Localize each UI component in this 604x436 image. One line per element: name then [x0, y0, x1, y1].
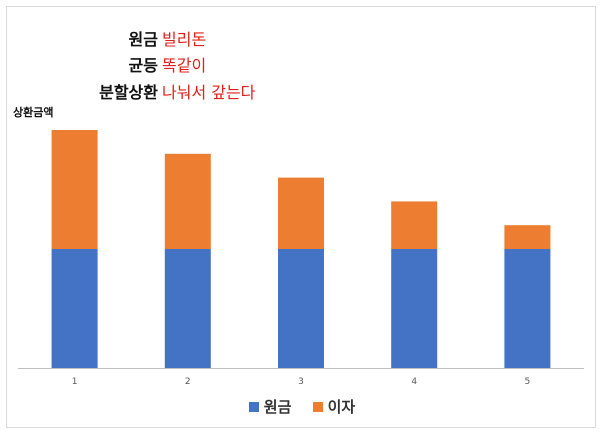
bar-principal-2: [164, 249, 211, 368]
legend-item: 이자: [312, 396, 356, 417]
legend-swatch: [312, 401, 323, 412]
annotation-installment: 분할상환 나눠서 갚는다: [88, 83, 255, 103]
bar-interest-1: [51, 130, 98, 249]
bar-interest-3: [278, 177, 324, 249]
annotation-principal: 원금 빌리돈: [108, 30, 207, 50]
bar-principal-3: [278, 249, 324, 368]
legend-item: 원금: [248, 396, 292, 417]
legend: 원금 이자: [0, 396, 604, 417]
annotation-value: 똑같이: [162, 56, 207, 75]
annotation-key: 균등: [128, 56, 158, 75]
legend-label: 이자: [327, 398, 356, 416]
bar-interest-4: [391, 201, 438, 249]
annotation-key: 분할상환: [99, 83, 158, 102]
annotation-value: 나눠서 갚는다: [162, 83, 256, 102]
bar-principal-4: [391, 249, 438, 368]
annotation-value: 빌리돈: [162, 30, 207, 49]
chart-frame: [6, 6, 596, 428]
x-tick-label: 3: [298, 377, 304, 387]
bar-interest-5: [504, 225, 551, 249]
y-axis-label: 상환금액: [13, 106, 54, 119]
bar-principal-1: [51, 249, 98, 368]
annotation-key: 원금: [128, 30, 158, 49]
annotation-equal: 균등 똑같이: [108, 56, 207, 76]
x-tick-label: 1: [72, 377, 78, 387]
bar-principal-5: [504, 249, 551, 368]
legend-label: 원금: [263, 398, 292, 416]
x-tick-label: 2: [185, 377, 191, 387]
legend-swatch: [248, 401, 259, 412]
x-tick-label: 5: [525, 377, 531, 387]
x-tick-label: 4: [411, 377, 417, 387]
bar-interest-2: [164, 153, 211, 249]
